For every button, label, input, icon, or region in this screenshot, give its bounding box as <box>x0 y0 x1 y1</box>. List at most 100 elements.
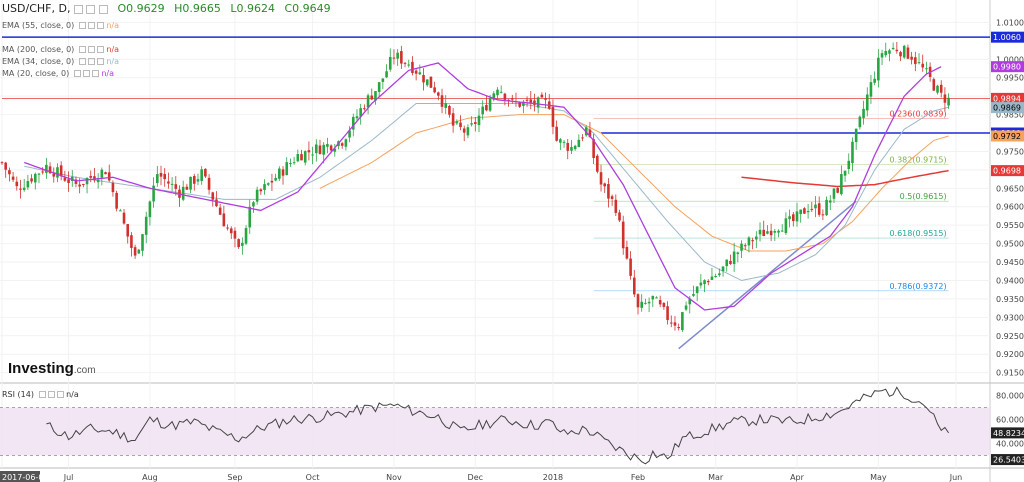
candle-body <box>788 216 791 220</box>
candle-body <box>244 228 248 244</box>
candle-body <box>725 259 729 267</box>
eye-icon[interactable] <box>78 22 86 29</box>
candle-body <box>281 169 285 176</box>
candle-body <box>573 145 577 150</box>
legend-ma200[interactable]: MA (200, close, 0) n/a <box>2 44 119 55</box>
candle-body <box>437 92 440 96</box>
time-axis-label: 2018 <box>543 473 563 482</box>
candle-body <box>466 127 470 136</box>
time-axis-cursor-tag <box>0 471 40 482</box>
candle-body <box>52 173 56 177</box>
candle-body <box>858 116 862 128</box>
candle-body <box>248 206 252 228</box>
candle-body <box>551 106 555 127</box>
candle-body <box>932 79 936 91</box>
candle-body <box>518 101 521 107</box>
candle-body <box>422 75 425 83</box>
candle-body <box>640 301 643 308</box>
candle-body <box>706 281 710 283</box>
candle-body <box>644 302 647 304</box>
candle-body <box>374 91 377 101</box>
candle-body <box>74 179 78 184</box>
settings-icon[interactable] <box>87 58 95 65</box>
candle-body <box>130 235 133 248</box>
candle-body <box>662 302 666 307</box>
ma200-line <box>741 169 949 188</box>
candle-body <box>22 187 26 191</box>
candle-body <box>8 170 11 175</box>
candle-body <box>777 230 780 233</box>
candle-body <box>85 177 89 185</box>
candle-body <box>418 72 422 75</box>
settings-icon[interactable] <box>87 46 95 53</box>
close-icon[interactable] <box>98 4 108 14</box>
symbol-name[interactable]: USD/CHF, D, <box>2 2 71 15</box>
close-icon[interactable] <box>56 391 64 398</box>
legend-ema34[interactable]: EMA (34, close, 0) n/a <box>2 56 119 67</box>
candle-body <box>351 116 355 130</box>
time-axis-label: Oct <box>306 473 320 482</box>
candle-body <box>200 169 203 181</box>
eye-icon[interactable] <box>78 58 86 65</box>
candle-body <box>392 57 396 59</box>
candle-body <box>370 95 374 100</box>
candle-body <box>156 174 159 184</box>
candle-body <box>810 208 814 210</box>
close-icon[interactable] <box>96 22 104 29</box>
candle-body <box>126 224 130 237</box>
candle-body <box>570 147 573 151</box>
close-icon[interactable] <box>96 46 104 53</box>
legend-ema55[interactable]: EMA (55, close, 0) n/a <box>2 20 119 31</box>
time-axis-label: Nov <box>386 473 402 482</box>
ohlc-open: O0.9629 <box>117 2 165 15</box>
legend-rsi[interactable]: RSI (14) n/a <box>2 389 79 400</box>
price-axis-label: 0.9150 <box>996 369 1024 378</box>
price-tag <box>991 102 1024 114</box>
indicator-value: n/a <box>106 21 120 30</box>
candle-body <box>843 170 847 176</box>
candle-body <box>677 326 680 329</box>
settings-icon[interactable] <box>47 391 55 398</box>
settings-icon[interactable] <box>87 22 95 29</box>
candle-body <box>359 108 362 117</box>
eye-icon[interactable] <box>78 46 86 53</box>
candle-body <box>403 62 407 64</box>
close-icon[interactable] <box>91 70 99 77</box>
candle-body <box>266 183 270 185</box>
candle-body <box>729 260 732 264</box>
candle-body <box>93 176 96 181</box>
candle-body <box>655 297 658 299</box>
candle-body <box>159 172 163 177</box>
eye-icon[interactable] <box>73 4 83 14</box>
price-axis-label: 1.0000 <box>996 55 1024 64</box>
legend-ma20[interactable]: MA (20, close, 0) n/a <box>2 68 114 79</box>
logo-text: Investing <box>8 360 74 377</box>
candle-body <box>688 298 692 305</box>
indicator-value: n/a <box>106 45 120 54</box>
settings-icon[interactable] <box>82 70 90 77</box>
candle-body <box>884 50 888 56</box>
candle-body <box>684 305 688 310</box>
candle-body <box>270 180 274 183</box>
candle-body <box>614 199 618 213</box>
candle-body <box>163 173 166 180</box>
candle-body <box>817 203 821 215</box>
candle-body <box>562 141 566 143</box>
price-tag <box>991 92 1024 104</box>
eye-icon[interactable] <box>38 391 46 398</box>
price-axis-label: 0.9400 <box>996 276 1024 285</box>
price-tag <box>991 165 1024 177</box>
indicator-name: MA (200, close, 0) <box>2 45 75 54</box>
time-axis-label: Sep <box>227 473 242 482</box>
close-icon[interactable] <box>96 58 104 65</box>
time-axis-label: 2017-06-05 <box>2 473 49 482</box>
candle-body <box>37 173 41 175</box>
candle-body <box>204 168 207 177</box>
eye-icon[interactable] <box>73 70 81 77</box>
candle-body <box>48 166 52 174</box>
candle-body <box>104 172 107 175</box>
candle-body <box>451 113 455 126</box>
settings-icon[interactable] <box>86 4 96 14</box>
candle-body <box>899 52 902 57</box>
